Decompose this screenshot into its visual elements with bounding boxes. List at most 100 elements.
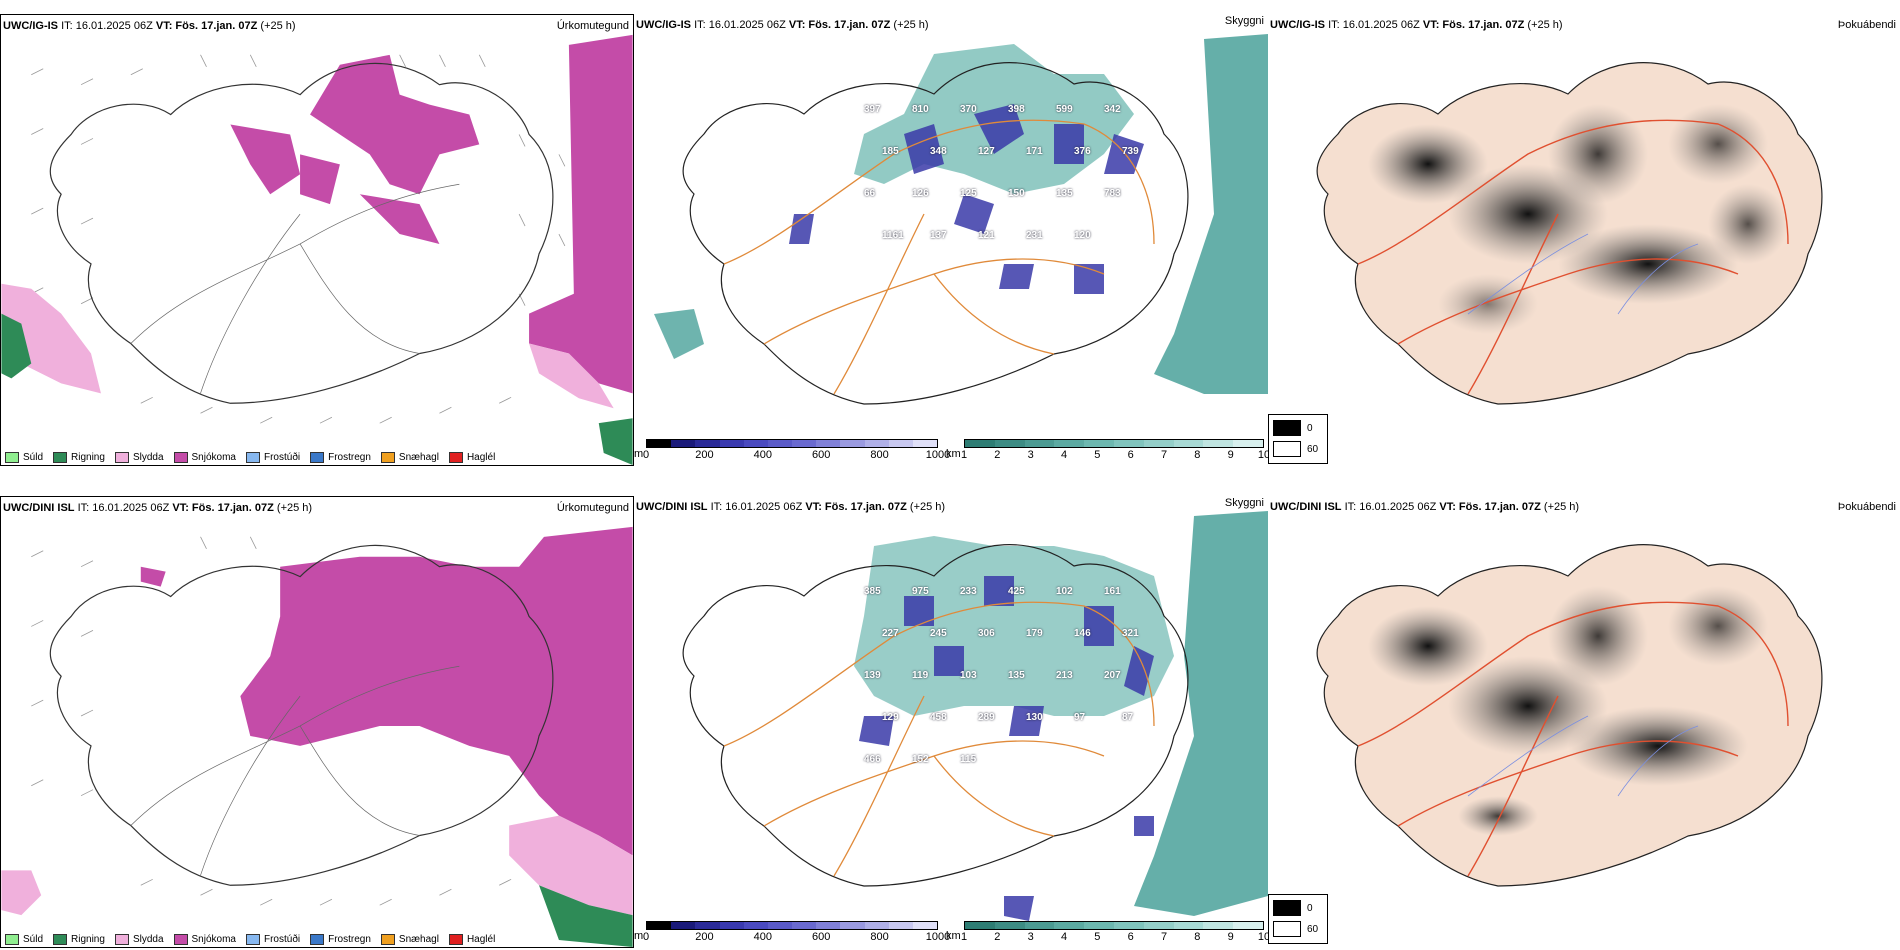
- colorbar-tick: 3: [1027, 931, 1034, 943]
- legend-item: Frostregn: [310, 934, 371, 945]
- cloud-base-value: 306: [978, 628, 995, 639]
- colorbar-tick: 400: [753, 449, 772, 461]
- colorbar-swatch: [888, 922, 913, 929]
- rain-area-sw: [1, 313, 32, 379]
- panel-title: Úrkomutegund: [556, 20, 629, 32]
- colorbar-tick: 8: [1194, 449, 1201, 461]
- panel-header: UWC/DINI ISL IT: 16.01.2025 06Z VT: Fös.…: [3, 502, 313, 514]
- snow-area-east: [529, 34, 633, 394]
- fog-legend: 0 60: [1268, 894, 1328, 944]
- cloud-base-value: 370: [960, 104, 977, 115]
- cloud-base-value: 245: [930, 628, 947, 639]
- colorbar-tick: 1: [960, 449, 968, 461]
- cloud-base-value: 425: [1008, 586, 1025, 597]
- legend-item: Haglél: [448, 934, 495, 945]
- model-name: UWC/IG-IS: [3, 20, 58, 32]
- visibility-panel-top: UWC/IG-IS IT: 16.01.2025 06Z VT: Fös. 17…: [634, 14, 1268, 466]
- precip-type-panel-bottom: UWC/DINI ISL IT: 16.01.2025 06Z VT: Fös.…: [0, 496, 634, 948]
- colorbar-tick: 6: [1127, 931, 1134, 943]
- roads: [130, 183, 460, 394]
- cloud-base-labels: 385 975 233 425 102 161 227 245 306 179 146 321 139 1…: [634, 496, 1268, 948]
- snow-area-n2: [230, 124, 301, 195]
- visibility-map: [654, 34, 1268, 405]
- colorbar-tick: 9: [1227, 449, 1234, 461]
- legend-item: Súld: [5, 452, 43, 463]
- cloud-base-value: 146: [1074, 628, 1091, 639]
- wind-barbs: [31, 536, 512, 906]
- colorbar-tick: 10: [1257, 449, 1268, 461]
- roads: [723, 119, 1155, 395]
- low-visibility-ne: [1154, 34, 1268, 394]
- precip-type-panel-top: UWC/IG-IS IT: 16.01.2025 06Z VT: Fös. 17…: [0, 14, 634, 466]
- cloud-base-value: 135: [1056, 188, 1073, 199]
- low-visibility-w: [654, 309, 704, 359]
- cloud-base-value: 348: [930, 146, 947, 157]
- colorbar-swatch: [1024, 922, 1055, 929]
- colorbar-swatch: [994, 440, 1025, 447]
- rain-area-se: [598, 418, 633, 465]
- cloud-base-value: 125: [960, 188, 977, 199]
- colorbar-tick: 600: [812, 931, 831, 943]
- colorbar-tick: 600: [812, 449, 831, 461]
- rivers: [1467, 715, 1699, 797]
- colorbar-tick: 2: [994, 449, 1001, 461]
- cloud-base-value: 66: [864, 188, 876, 199]
- wind-barbs: [31, 54, 566, 424]
- legend-item: Rigning: [53, 452, 105, 463]
- colorbar-swatch: [864, 922, 889, 929]
- legend-item: Slydda: [114, 452, 164, 463]
- roads: [1357, 601, 1789, 877]
- legend-item: Frostúði: [245, 934, 300, 945]
- colorbar-tick: 7: [1160, 449, 1168, 461]
- iceland-coastline: [49, 544, 554, 886]
- colorbar-swatch: [719, 922, 744, 929]
- colorbar-tick: 6: [1127, 449, 1134, 461]
- colorbar-swatch: [767, 922, 793, 929]
- cloud-base-value: 120: [1074, 230, 1091, 241]
- cloud-base-value: 150: [1008, 188, 1025, 199]
- cloud-base-value: 102: [1056, 586, 1073, 597]
- visibility-panel-bottom: UWC/DINI ISL IT: 16.01.2025 06Z VT: Fös.…: [634, 496, 1268, 948]
- colorbar-tick: 4: [1060, 931, 1068, 943]
- snow-area-main: [240, 526, 633, 856]
- colorbar-swatch: [1143, 922, 1174, 929]
- cloud-base-labels: 397 810 370 398 599 342 185 348 127 171 376 739 66 12…: [634, 14, 1268, 466]
- cloud-base-value: 115: [960, 754, 977, 765]
- cloud-base-value: 135: [1008, 670, 1025, 681]
- fog-panel-top: UWC/IG-IS IT: 16.01.2025 06Z VT: Fös. 17…: [1268, 14, 1900, 466]
- fog-blobs: [1368, 586, 1768, 836]
- colorbar-swatch: [647, 440, 672, 447]
- low-visibility-e: [1134, 511, 1268, 916]
- colorbar-swatch: [743, 922, 768, 929]
- colorbar-swatch: [1054, 440, 1085, 447]
- cloud-base-value: 233: [960, 586, 977, 597]
- cloud-base-value: 129: [882, 712, 899, 723]
- colorbar-swatch: [816, 922, 841, 929]
- colorbar-swatch: [792, 440, 817, 447]
- panel-header: UWC/IG-IS IT: 16.01.2025 06Z VT: Fös. 17…: [3, 20, 296, 32]
- cloud-base-value: 121: [978, 230, 995, 241]
- colorbar-swatch: [965, 922, 995, 929]
- cloud-base-value: 171: [1026, 146, 1043, 157]
- low-cloud-patches: [789, 104, 1144, 294]
- colorbar-swatch: [792, 922, 817, 929]
- cloud-base-value: 137: [930, 230, 947, 241]
- iceland-coastline: [682, 544, 1189, 887]
- cloud-base-value: 810: [912, 104, 929, 115]
- cloud-base-value: 231: [1026, 230, 1043, 241]
- colorbar-swatch: [1024, 440, 1055, 447]
- colorbar-swatch: [1084, 440, 1114, 447]
- colorbar-swatch: [840, 922, 865, 929]
- colorbar-tick: 0: [642, 449, 650, 461]
- cloud-base-value: 397: [864, 104, 881, 115]
- panel-title: Úrkomutegund: [556, 502, 629, 514]
- panel-header: UWC/IG-IS IT: 16.01.2025 06Z VT: Fös. 17…: [1270, 19, 1563, 31]
- colorbar-swatch: [1173, 440, 1204, 447]
- cloud-base-value: 119: [912, 670, 929, 681]
- cloud-base-value: 207: [1104, 670, 1121, 681]
- precip-legend: Súld Rigning Slydda Snjókoma Frostúði Fr…: [5, 934, 495, 945]
- cloud-base-value: 87: [1122, 712, 1134, 723]
- colorbar-tick: 0: [642, 931, 650, 943]
- cloud-base-value: 466: [864, 754, 881, 765]
- fog-legend: 0 60: [1268, 414, 1328, 464]
